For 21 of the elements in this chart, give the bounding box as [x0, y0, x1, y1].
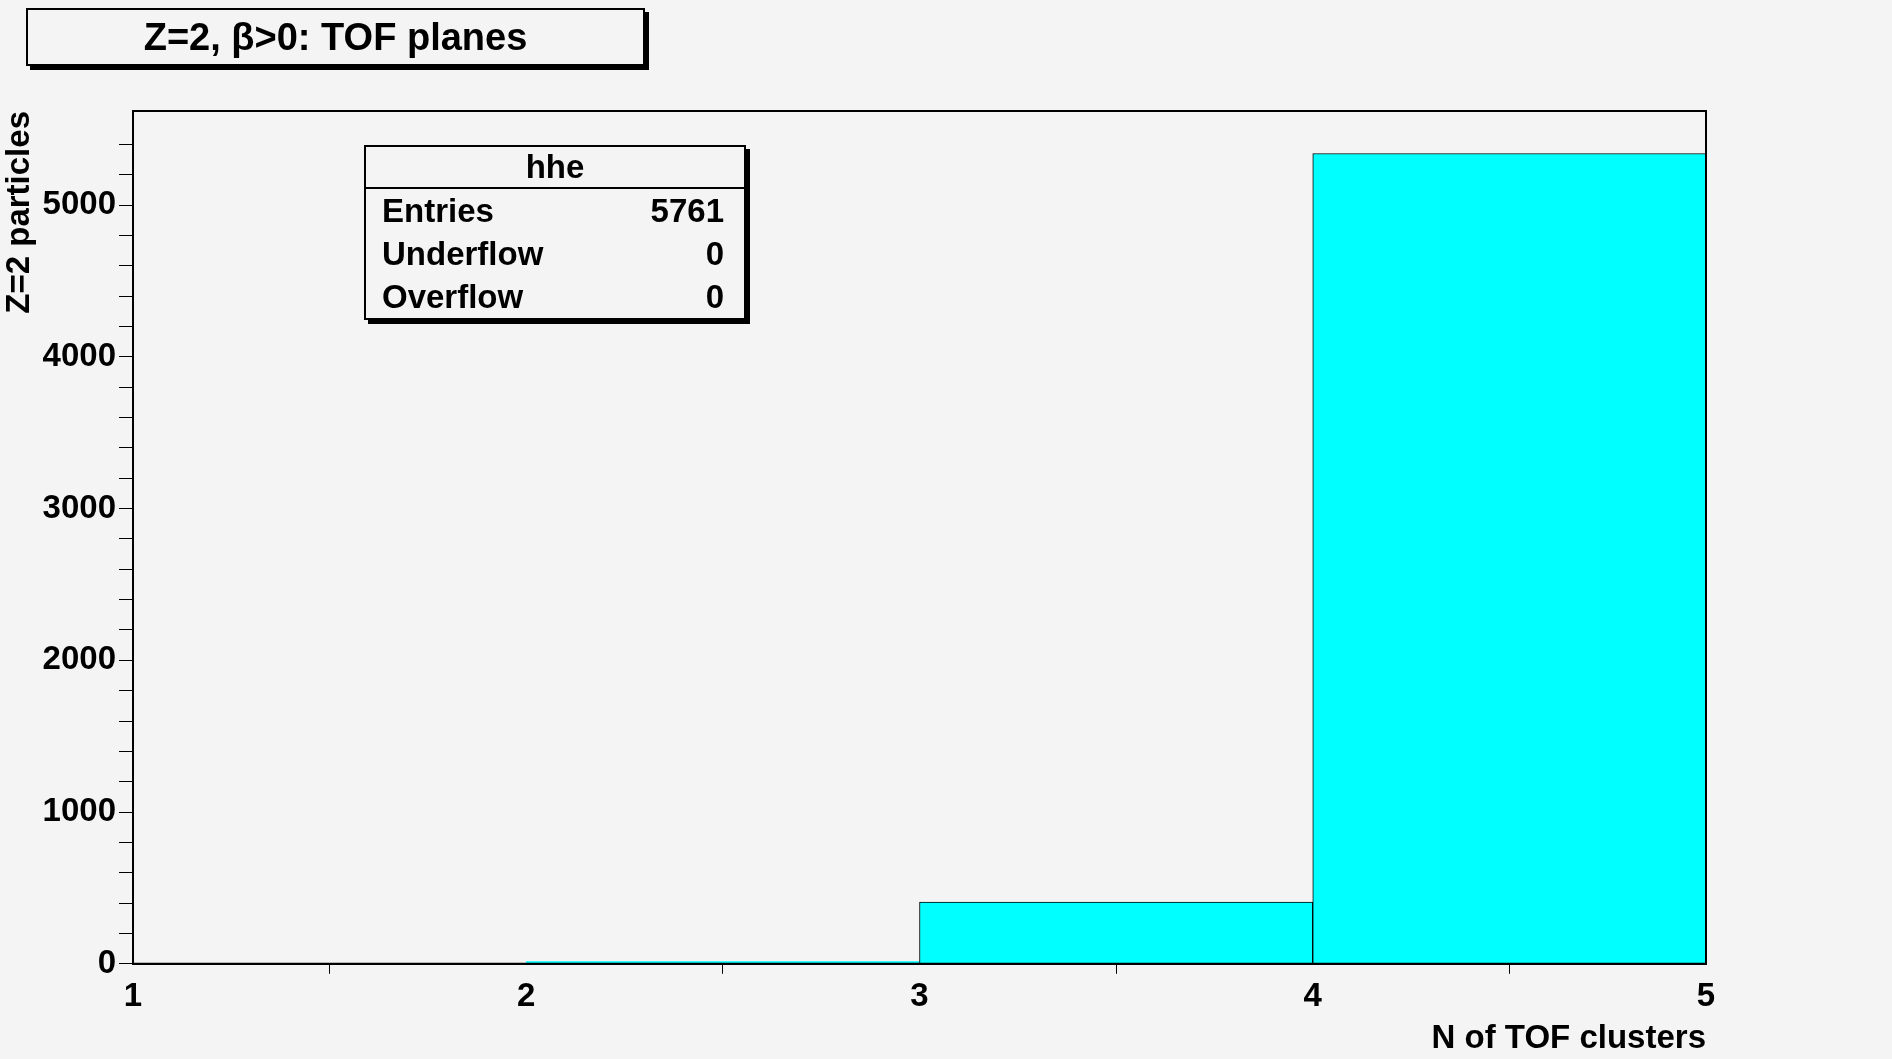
x-tick-label: 2	[517, 975, 536, 1013]
x-tick-label: 4	[1303, 975, 1323, 1013]
y-tick-label: 5000	[42, 184, 117, 222]
annotation: 0	[705, 277, 724, 317]
y-tick-label: 2000	[42, 639, 117, 677]
y-tick-label: 4000	[42, 335, 117, 373]
y-tick-label: 1000	[42, 791, 117, 829]
annotation: Underflow	[382, 234, 544, 274]
y-tick-label: 0	[97, 942, 117, 980]
x-axis-title: N of TOF clusters	[1431, 1018, 1706, 1056]
x-tick-label: 3	[910, 975, 929, 1013]
x-tick-label: 5	[1696, 975, 1716, 1013]
annotation: 5761	[650, 191, 724, 231]
y-tick-label: 3000	[42, 487, 117, 525]
chart-title: Z=2, β>0: TOF planes	[26, 8, 645, 66]
annotation: 0	[705, 234, 724, 274]
annotation: hhe	[366, 147, 744, 189]
annotation: Entries	[382, 191, 494, 231]
annotation: Overflow	[382, 277, 524, 317]
y-axis-title: Z=2 particles	[0, 111, 36, 314]
x-tick-label: 1	[123, 975, 143, 1013]
